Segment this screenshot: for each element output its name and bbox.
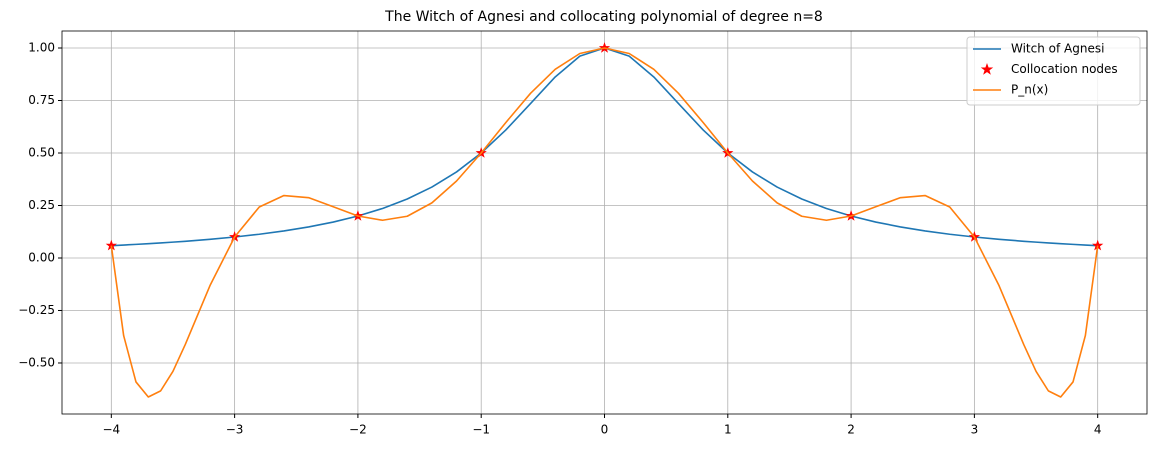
plot-frame [61,30,1148,415]
y-tick-label: −0.25 [18,303,55,317]
x-tick-label: 3 [971,423,979,437]
y-tick-label: 0.50 [28,145,55,159]
x-tick-label: 4 [1094,423,1102,437]
legend-box [966,36,1141,106]
legend-label: P_n(x) [1011,83,1048,97]
y-tick-label: 0.00 [28,250,55,264]
y-tick-label: 1.00 [28,41,55,55]
y-tick-label: 0.75 [28,93,55,107]
x-tick-label: −2 [349,423,367,437]
x-tick-label: 0 [601,423,609,437]
legend-label: Witch of Agnesi [1011,42,1104,56]
y-tick-label: −0.50 [18,355,55,369]
x-tick-label: −4 [102,423,120,437]
series-line [110,47,1099,398]
legend-marker [980,62,994,75]
x-tick-label: −1 [472,423,490,437]
legend: Witch of Agnesi Collocation nodes P_n(x) [966,36,1141,106]
x-tick-label: 2 [847,423,855,437]
chart-title: The Witch of Agnesi and collocating poly… [384,9,823,25]
x-tick-label: −3 [226,423,244,437]
y-tick-label: 0.25 [28,198,55,212]
legend-label: Collocation nodes [1011,62,1118,76]
x-tick-label: 1 [724,423,732,437]
